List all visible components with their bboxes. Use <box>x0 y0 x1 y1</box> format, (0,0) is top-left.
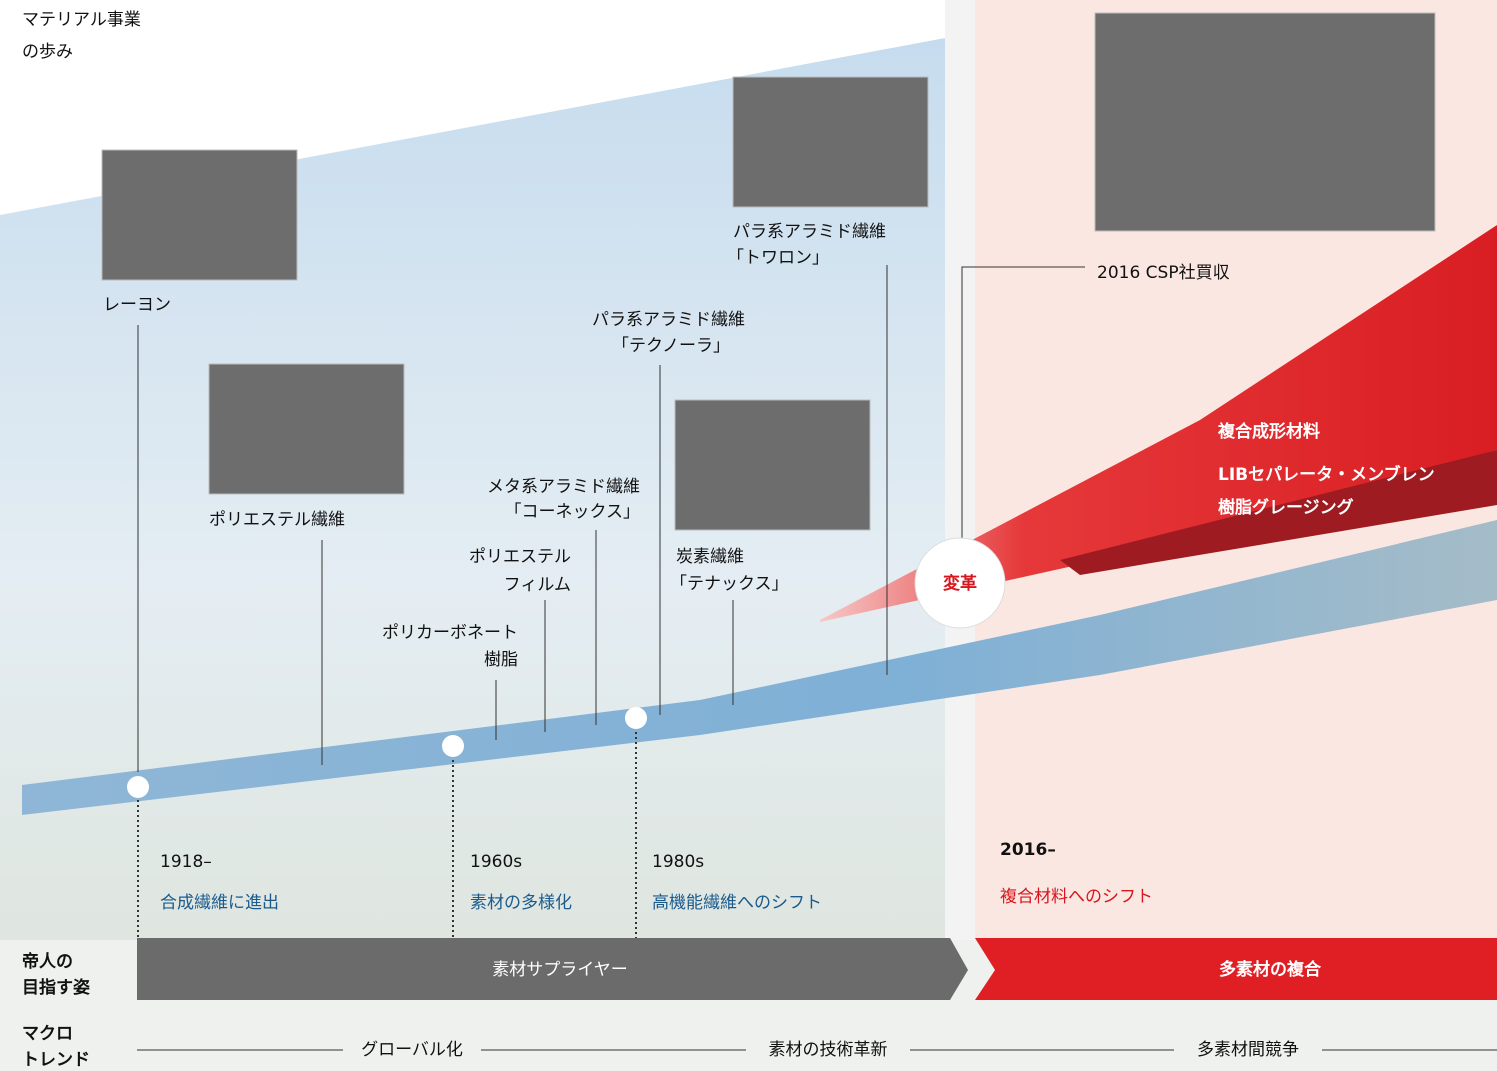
trend-label: 素材の技術革新 <box>769 1040 888 1060</box>
trend-label: 多素材間競争 <box>1197 1040 1299 1060</box>
era-dot <box>127 776 149 798</box>
milestone-label: ポリカーボネート <box>382 623 518 643</box>
era-dot <box>442 735 464 757</box>
era-theme: 合成繊維に進出 <box>160 893 279 913</box>
milestone-label: ポリエステル繊維 <box>209 510 345 530</box>
era-theme: 素材の多様化 <box>470 893 572 913</box>
era-year: 1980s <box>652 852 704 872</box>
era-year: 1918– <box>160 852 212 872</box>
title: の歩み <box>22 42 73 62</box>
era-theme: 複合材料へのシフト <box>1000 887 1153 907</box>
milestone-label: フィルム <box>504 575 571 595</box>
diagram: マテリアル事業 の歩み レーヨン ポリエステル繊維 ポリカーボネート 樹脂 ポリ… <box>0 0 1497 1071</box>
era-dot <box>625 707 647 729</box>
milestone-label: ポリエステル <box>469 547 571 567</box>
business-label: 樹脂グレージング <box>1218 497 1354 518</box>
milestone-label: パラ系アラミド繊維 <box>733 222 886 242</box>
stage-label: 素材サプライヤー <box>492 960 628 980</box>
milestone-label: パラ系アラミド繊維 <box>592 310 745 330</box>
transformation: 変革 <box>943 573 977 594</box>
era-year: 2016– <box>1000 840 1056 860</box>
photo-rayon <box>102 150 297 280</box>
row-label: マクロ <box>22 1024 73 1044</box>
photo-polyester <box>209 364 404 494</box>
milestone-label: レーヨン <box>103 295 171 315</box>
milestone-label: 炭素繊維 <box>676 547 744 567</box>
row-label: トレンド <box>22 1050 90 1070</box>
row-label: 目指す姿 <box>22 977 90 998</box>
photo-twaron <box>733 77 928 207</box>
era-theme: 高機能繊維へのシフト <box>652 893 822 913</box>
stage-label: 多素材の複合 <box>1219 959 1322 980</box>
title: マテリアル事業 <box>22 10 141 30</box>
trend-label: グローバル化 <box>361 1040 463 1060</box>
milestone-label: 「コーネックス」 <box>505 502 641 522</box>
business-label: 複合成形材料 <box>1217 421 1320 442</box>
milestone-label: 「テナックス」 <box>670 574 789 594</box>
milestone-label: 「トワロン」 <box>727 248 829 268</box>
era-year: 1960s <box>470 852 522 872</box>
acquisition: 2016 CSP社買収 <box>1097 263 1230 283</box>
milestone-label: メタ系アラミド繊維 <box>487 477 640 497</box>
photo-csp <box>1095 13 1435 231</box>
milestone-label: 「テクノーラ」 <box>612 336 730 356</box>
milestone-label: 樹脂 <box>484 650 518 670</box>
business-label: LIBセパレータ・メンブレン <box>1218 464 1435 485</box>
gap <box>945 0 975 940</box>
row-label: 帝人の <box>22 951 73 972</box>
photo-tenax <box>675 400 870 530</box>
